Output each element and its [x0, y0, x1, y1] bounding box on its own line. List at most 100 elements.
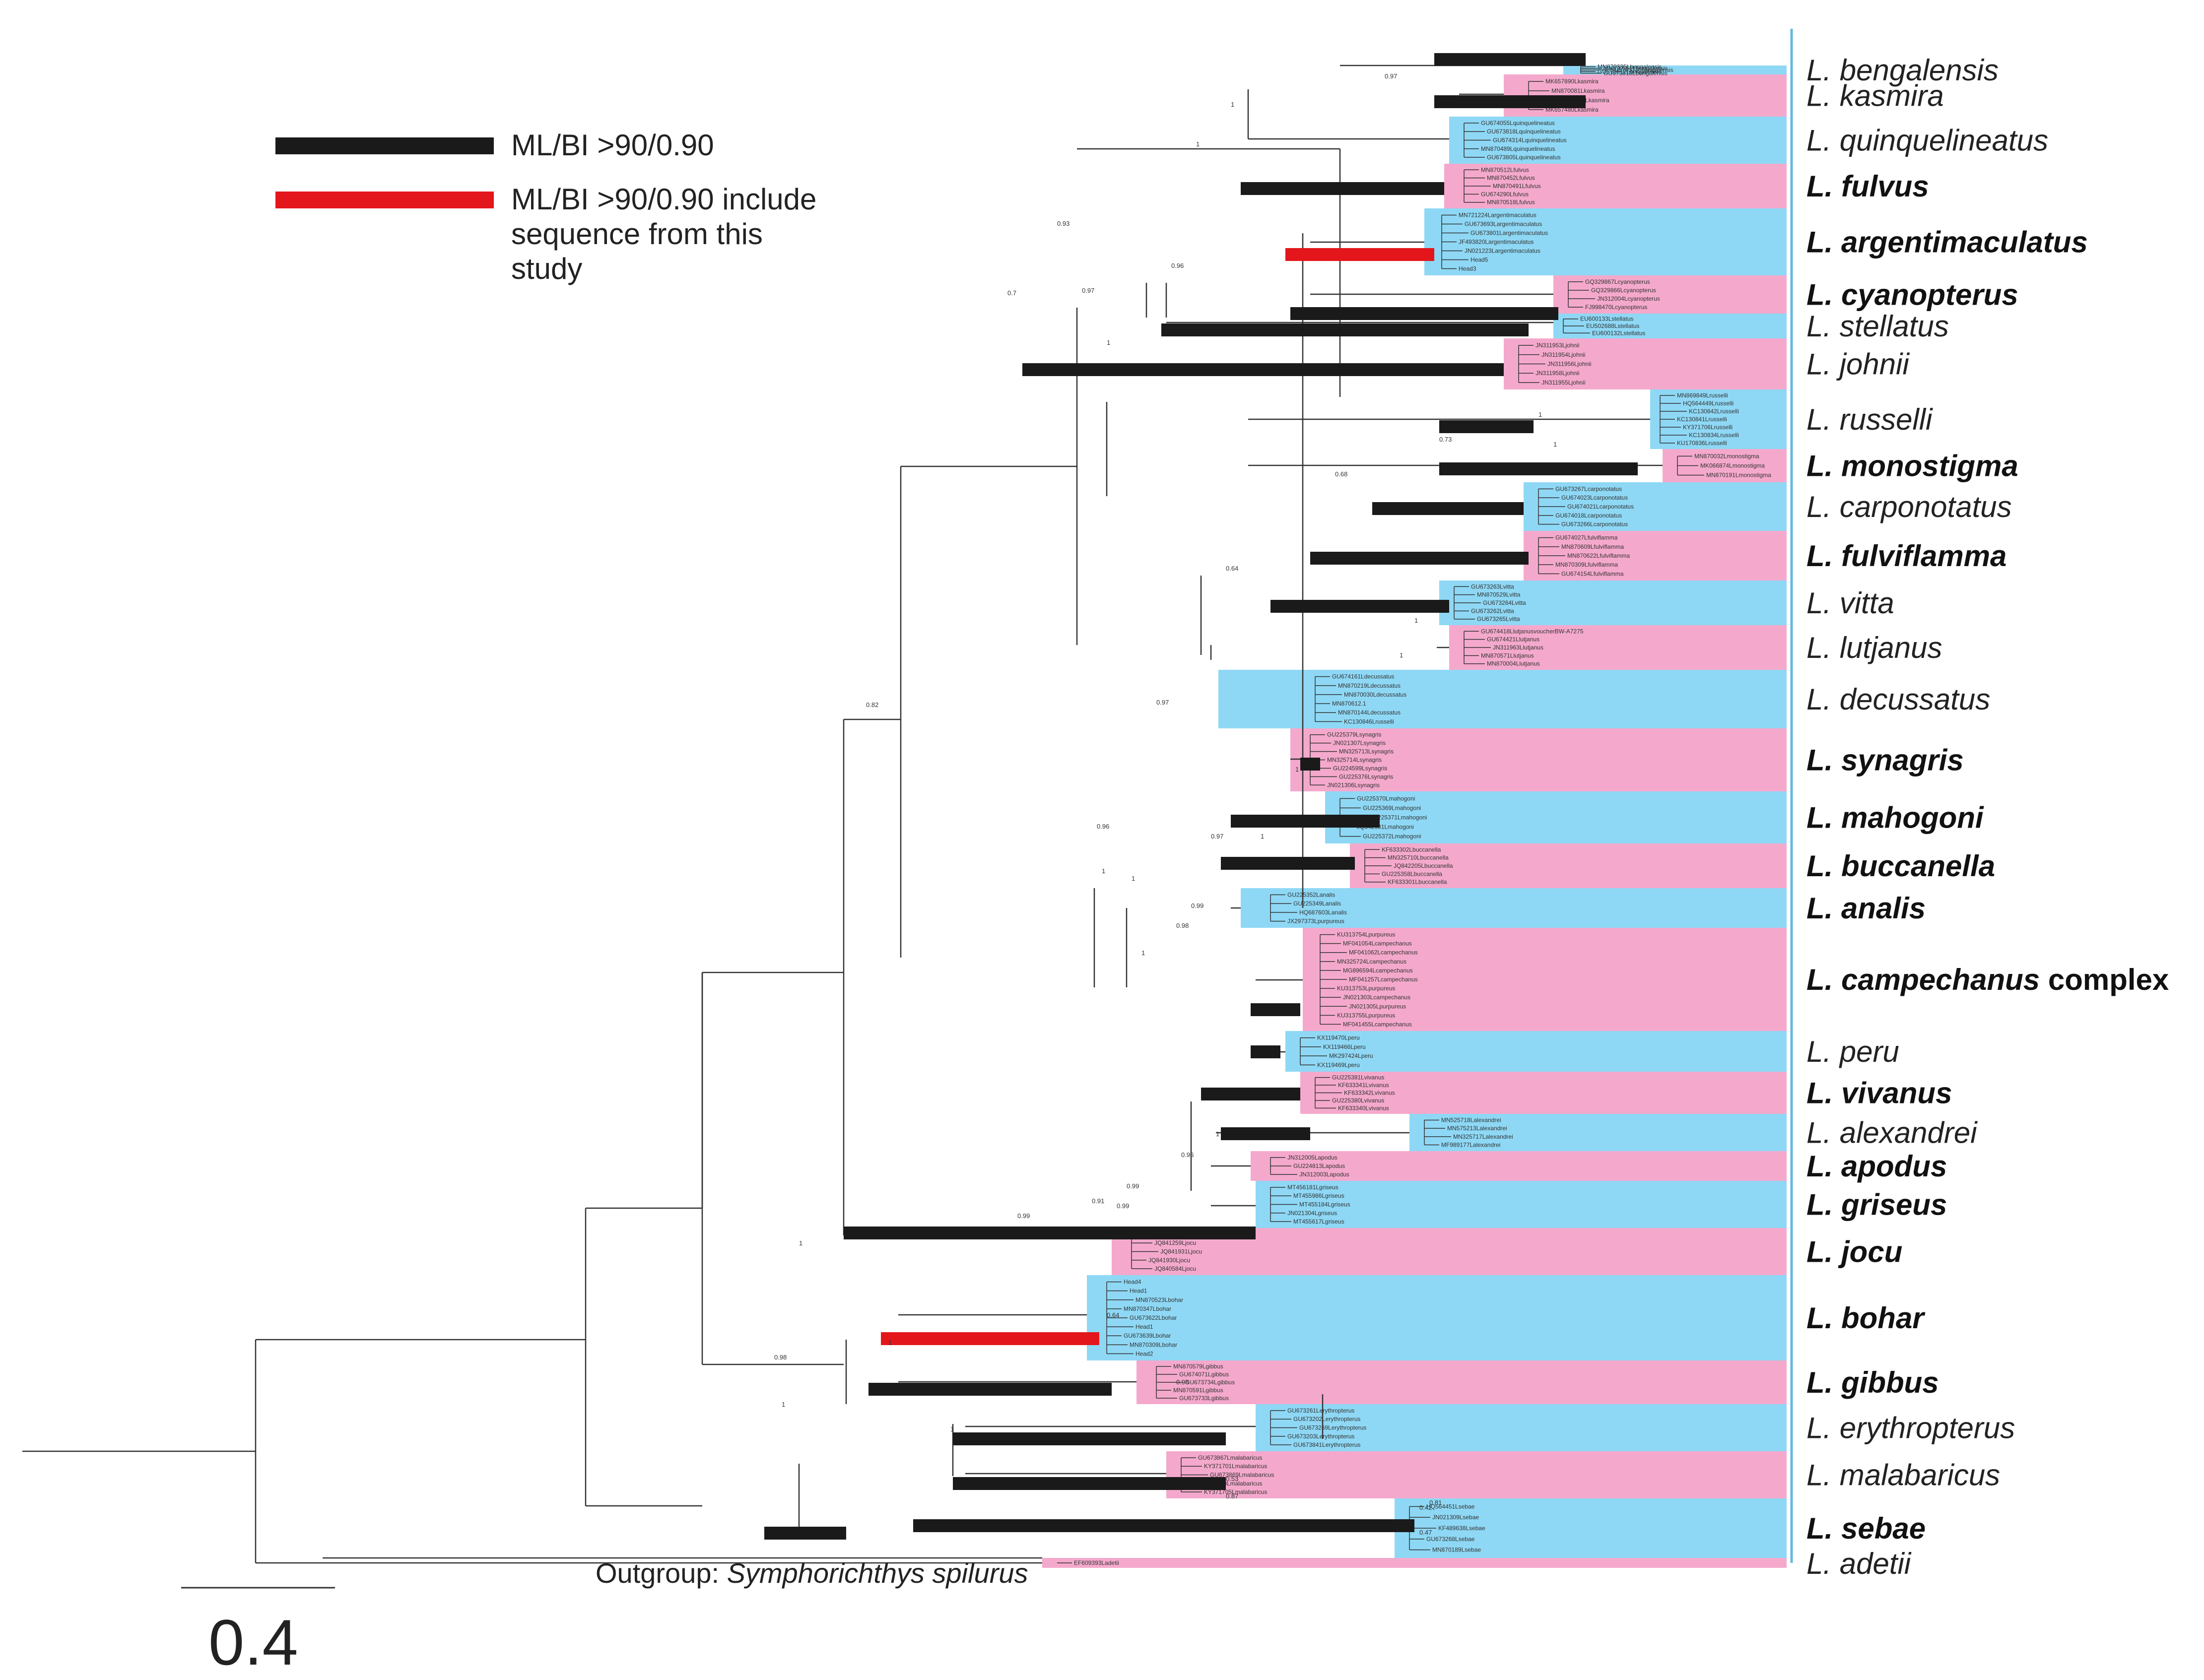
- tip-label: MF041455Lcampechanus: [1343, 1021, 1412, 1028]
- clade-band-gibbus: [1136, 1360, 1787, 1404]
- clade-band-vitta: [1439, 581, 1787, 625]
- support-value: 0.73: [1439, 436, 1452, 443]
- tip-label: MN870452Lfulvus: [1487, 175, 1535, 182]
- support-value: 0.99: [1191, 902, 1203, 909]
- tip-label: Head5: [1470, 257, 1488, 263]
- tip-label: JN312003Lapodus: [1299, 1171, 1349, 1178]
- clade-bands: [1042, 65, 1787, 1568]
- epithet: erythropterus: [1840, 1412, 2015, 1445]
- supported-branch: [1251, 1003, 1300, 1016]
- support-value: 1: [1107, 339, 1110, 346]
- epithet: lutjanus: [1840, 631, 1942, 664]
- clade-band-decussatus: [1218, 670, 1787, 728]
- genus: L.: [1806, 963, 1841, 996]
- support-value: 1: [1216, 1130, 1219, 1138]
- clade-band-buccanella: [1350, 843, 1787, 888]
- epithet: sebae: [1841, 1512, 1926, 1545]
- tip-label: KC130834Lrusselli: [1689, 432, 1739, 439]
- support-value: 0.82: [866, 701, 878, 709]
- tip-label: KC130842Lrusselli: [1689, 408, 1739, 415]
- species-label-griseus: L. griseus: [1806, 1188, 1947, 1222]
- supported-branch: [1221, 857, 1355, 870]
- clade-band-adetii: [1042, 1558, 1787, 1568]
- tip-label: MN870579Lgibbus: [1173, 1363, 1223, 1370]
- tip-label: JF493820Largentimaculatus: [1459, 239, 1534, 246]
- supported-branch-this-study: [881, 1332, 1099, 1345]
- tip-label: JQ841259Ljocu: [1154, 1239, 1196, 1246]
- legend-red-label-line1: ML/BI >90/0.90 include: [511, 183, 816, 216]
- tip-label: KY371705Lmalabaricus: [1204, 1488, 1267, 1495]
- support-value: 1: [1553, 441, 1557, 448]
- tip-label: KY371701Lmalabaricus: [1204, 1463, 1267, 1470]
- tip-label: GU673733Lgibbus: [1179, 1395, 1229, 1402]
- legend: ML/BI >90/0.90 ML/BI >90/0.90 include se…: [275, 129, 816, 285]
- tip-label: GU674154Lfulviflamma: [1561, 570, 1624, 577]
- epithet: apodus: [1841, 1150, 1947, 1183]
- tip-label: MN870081Lkasmira: [1551, 87, 1605, 94]
- tip-label: GU225372Lmahogoni: [1363, 833, 1421, 840]
- tip-label: JQ840584Ljocu: [1154, 1265, 1196, 1272]
- species-label-fulviflamma: L. fulviflamma: [1806, 539, 2006, 573]
- supported-branch: [1434, 53, 1586, 66]
- supported-branch: [1221, 1127, 1310, 1140]
- tip-label: JN021306Lsynagris: [1327, 781, 1380, 788]
- genus: L.: [1806, 1150, 1841, 1183]
- tip-label: JN021303Lcampechanus: [1343, 994, 1410, 1001]
- epithet: fulviflamma: [1841, 539, 2006, 573]
- tip-label: MN325713Lsynagris: [1339, 748, 1394, 755]
- support-value: 0.98: [774, 1354, 787, 1361]
- clade-band-vivanus: [1300, 1072, 1787, 1114]
- support-value: 0.87: [1226, 1492, 1238, 1500]
- genus: L.: [1806, 892, 1841, 925]
- supported-branch: [1201, 1088, 1300, 1100]
- tip-label: KF489638Lsebae: [1438, 1525, 1485, 1532]
- supported-branch: [1241, 182, 1444, 195]
- tip-label: MN870518Lfulvus: [1487, 199, 1535, 206]
- epithet: decussatus: [1840, 683, 1991, 716]
- tip-label: GU673805Lquinquelineatus: [1487, 154, 1561, 161]
- tip-label: GU674418LlutjanusvoucherBW-A7275: [1481, 628, 1584, 635]
- epithet: peru: [1839, 1035, 1899, 1068]
- genus: L.: [1806, 586, 1840, 620]
- genus: L.: [1806, 744, 1841, 777]
- genus: L.: [1806, 1547, 1840, 1580]
- tip-label: JN021223Largentimaculatus: [1465, 248, 1540, 255]
- support-value: 0.98: [1176, 922, 1189, 929]
- tip-label: GU673818Lquinquelineatus: [1487, 128, 1561, 135]
- support-value: 0.47: [1419, 1529, 1432, 1536]
- genus: L.: [1806, 1512, 1841, 1545]
- support-value: 1: [1261, 833, 1264, 840]
- tip-label: JN021307Lsynagris: [1333, 740, 1386, 747]
- genus: L.: [1806, 403, 1840, 436]
- tip-label: JN312004Lcyanopterus: [1597, 295, 1660, 302]
- tip-label: MN870571Llutjanus: [1481, 652, 1534, 659]
- species-label-sebae: L. sebae: [1806, 1512, 1926, 1545]
- supported-branch: [1231, 815, 1380, 828]
- tip-label: MN870612.1: [1332, 700, 1366, 707]
- species-label-peru: L. peru: [1806, 1035, 1899, 1068]
- epithet: johnii: [1836, 348, 1910, 381]
- tip-label: JN311956Ljohnii: [1547, 361, 1592, 368]
- tip-label: MN525718Lalexandrei: [1441, 1117, 1501, 1124]
- supported-branch: [1161, 323, 1529, 336]
- tip-label: GU225376Lsynagris: [1339, 773, 1393, 780]
- tip-label: KF633302Lbuccanella: [1382, 846, 1441, 853]
- supported-branch: [764, 1527, 846, 1540]
- clade-band-sebae: [1395, 1498, 1787, 1558]
- tip-label: EU502688Lstellatus: [1586, 323, 1639, 329]
- tip-label: KF633301Lbuccanella: [1388, 879, 1447, 886]
- species-label-russelli: L. russelli: [1806, 403, 1933, 436]
- tip-label: EF609393Ladetii: [1074, 1559, 1119, 1566]
- tip-label: GU225380Lvivanus: [1332, 1097, 1384, 1104]
- tip-label: KF633340Lvivanus: [1338, 1104, 1389, 1111]
- supported-branch: [1310, 552, 1529, 565]
- clade-band-quinquelineatus: [1449, 117, 1787, 164]
- tip-label: GU225371Lmahogoni: [1369, 814, 1427, 821]
- genus: L.: [1806, 1366, 1841, 1399]
- tip-label: MN870347Lbohar: [1124, 1305, 1171, 1312]
- epithet: vitta: [1840, 586, 1894, 620]
- support-value: 1: [950, 1425, 954, 1433]
- tip-label: GU225379Lsynagris: [1327, 731, 1381, 738]
- epithet: cyanopterus: [1841, 278, 2018, 312]
